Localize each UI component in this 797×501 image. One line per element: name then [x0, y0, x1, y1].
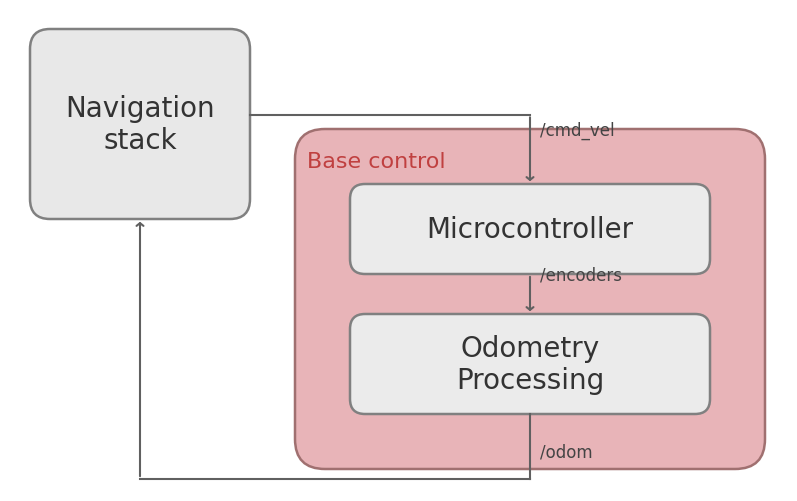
Text: /encoders: /encoders — [540, 267, 622, 285]
Text: Microcontroller: Microcontroller — [426, 215, 634, 243]
FancyBboxPatch shape — [350, 314, 710, 414]
FancyBboxPatch shape — [30, 30, 250, 219]
Text: Odometry
Processing: Odometry Processing — [456, 334, 604, 394]
Text: /odom: /odom — [540, 443, 593, 461]
FancyBboxPatch shape — [350, 185, 710, 275]
Text: Navigation
stack: Navigation stack — [65, 95, 215, 155]
FancyBboxPatch shape — [295, 130, 765, 469]
Text: Base control: Base control — [307, 152, 446, 172]
Text: /cmd_vel: /cmd_vel — [540, 121, 614, 140]
